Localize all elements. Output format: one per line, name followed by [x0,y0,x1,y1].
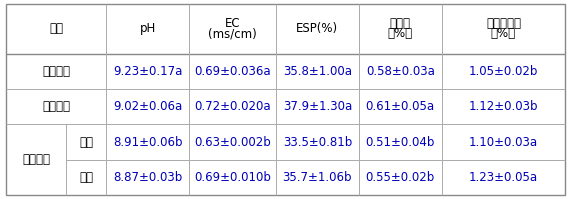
Text: 35.8±1.00a: 35.8±1.00a [283,65,352,78]
Text: 0.61±0.05a: 0.61±0.05a [365,100,435,113]
Text: 菊芋与燕: 菊芋与燕 [22,153,50,166]
Text: 35.7±1.06b: 35.7±1.06b [283,171,352,184]
Text: pH: pH [140,22,156,35]
Text: 37.9±1.30a: 37.9±1.30a [283,100,352,113]
Text: 0.69±0.036a: 0.69±0.036a [194,65,271,78]
Text: ESP(%): ESP(%) [296,22,339,35]
Text: 0.55±0.02b: 0.55±0.02b [365,171,435,184]
Text: EC: EC [225,17,240,30]
Text: 9.23±0.17a: 9.23±0.17a [113,65,183,78]
Text: 燕麦单作: 燕麦单作 [42,100,70,113]
Text: 土壤有机质: 土壤有机质 [486,17,521,30]
Text: (ms/cm): (ms/cm) [208,27,257,40]
Text: 菊芋: 菊芋 [79,136,93,148]
Text: 33.5±0.81b: 33.5±0.81b [283,136,352,148]
Text: 1.05±0.02b: 1.05±0.02b [469,65,538,78]
Text: 0.63±0.002b: 0.63±0.002b [194,136,271,148]
Text: 9.02±0.06a: 9.02±0.06a [113,100,183,113]
Text: 1.10±0.03a: 1.10±0.03a [469,136,538,148]
Text: 0.69±0.010b: 0.69±0.010b [194,171,271,184]
Text: 1.12±0.03b: 1.12±0.03b [469,100,538,113]
Text: 8.91±0.06b: 8.91±0.06b [113,136,183,148]
Text: 菊芋单作: 菊芋单作 [42,65,70,78]
Text: 1.23±0.05a: 1.23±0.05a [469,171,538,184]
Text: 燕麦: 燕麦 [79,171,93,184]
Text: 0.58±0.03a: 0.58±0.03a [366,65,435,78]
Text: （%）: （%） [388,27,413,40]
Text: 0.72±0.020a: 0.72±0.020a [194,100,271,113]
Text: （%）: （%） [491,27,516,40]
Text: 8.87±0.03b: 8.87±0.03b [113,171,183,184]
Text: 处理: 处理 [49,22,63,35]
Text: 0.51±0.04b: 0.51±0.04b [365,136,435,148]
Text: 全盐量: 全盐量 [390,17,411,30]
